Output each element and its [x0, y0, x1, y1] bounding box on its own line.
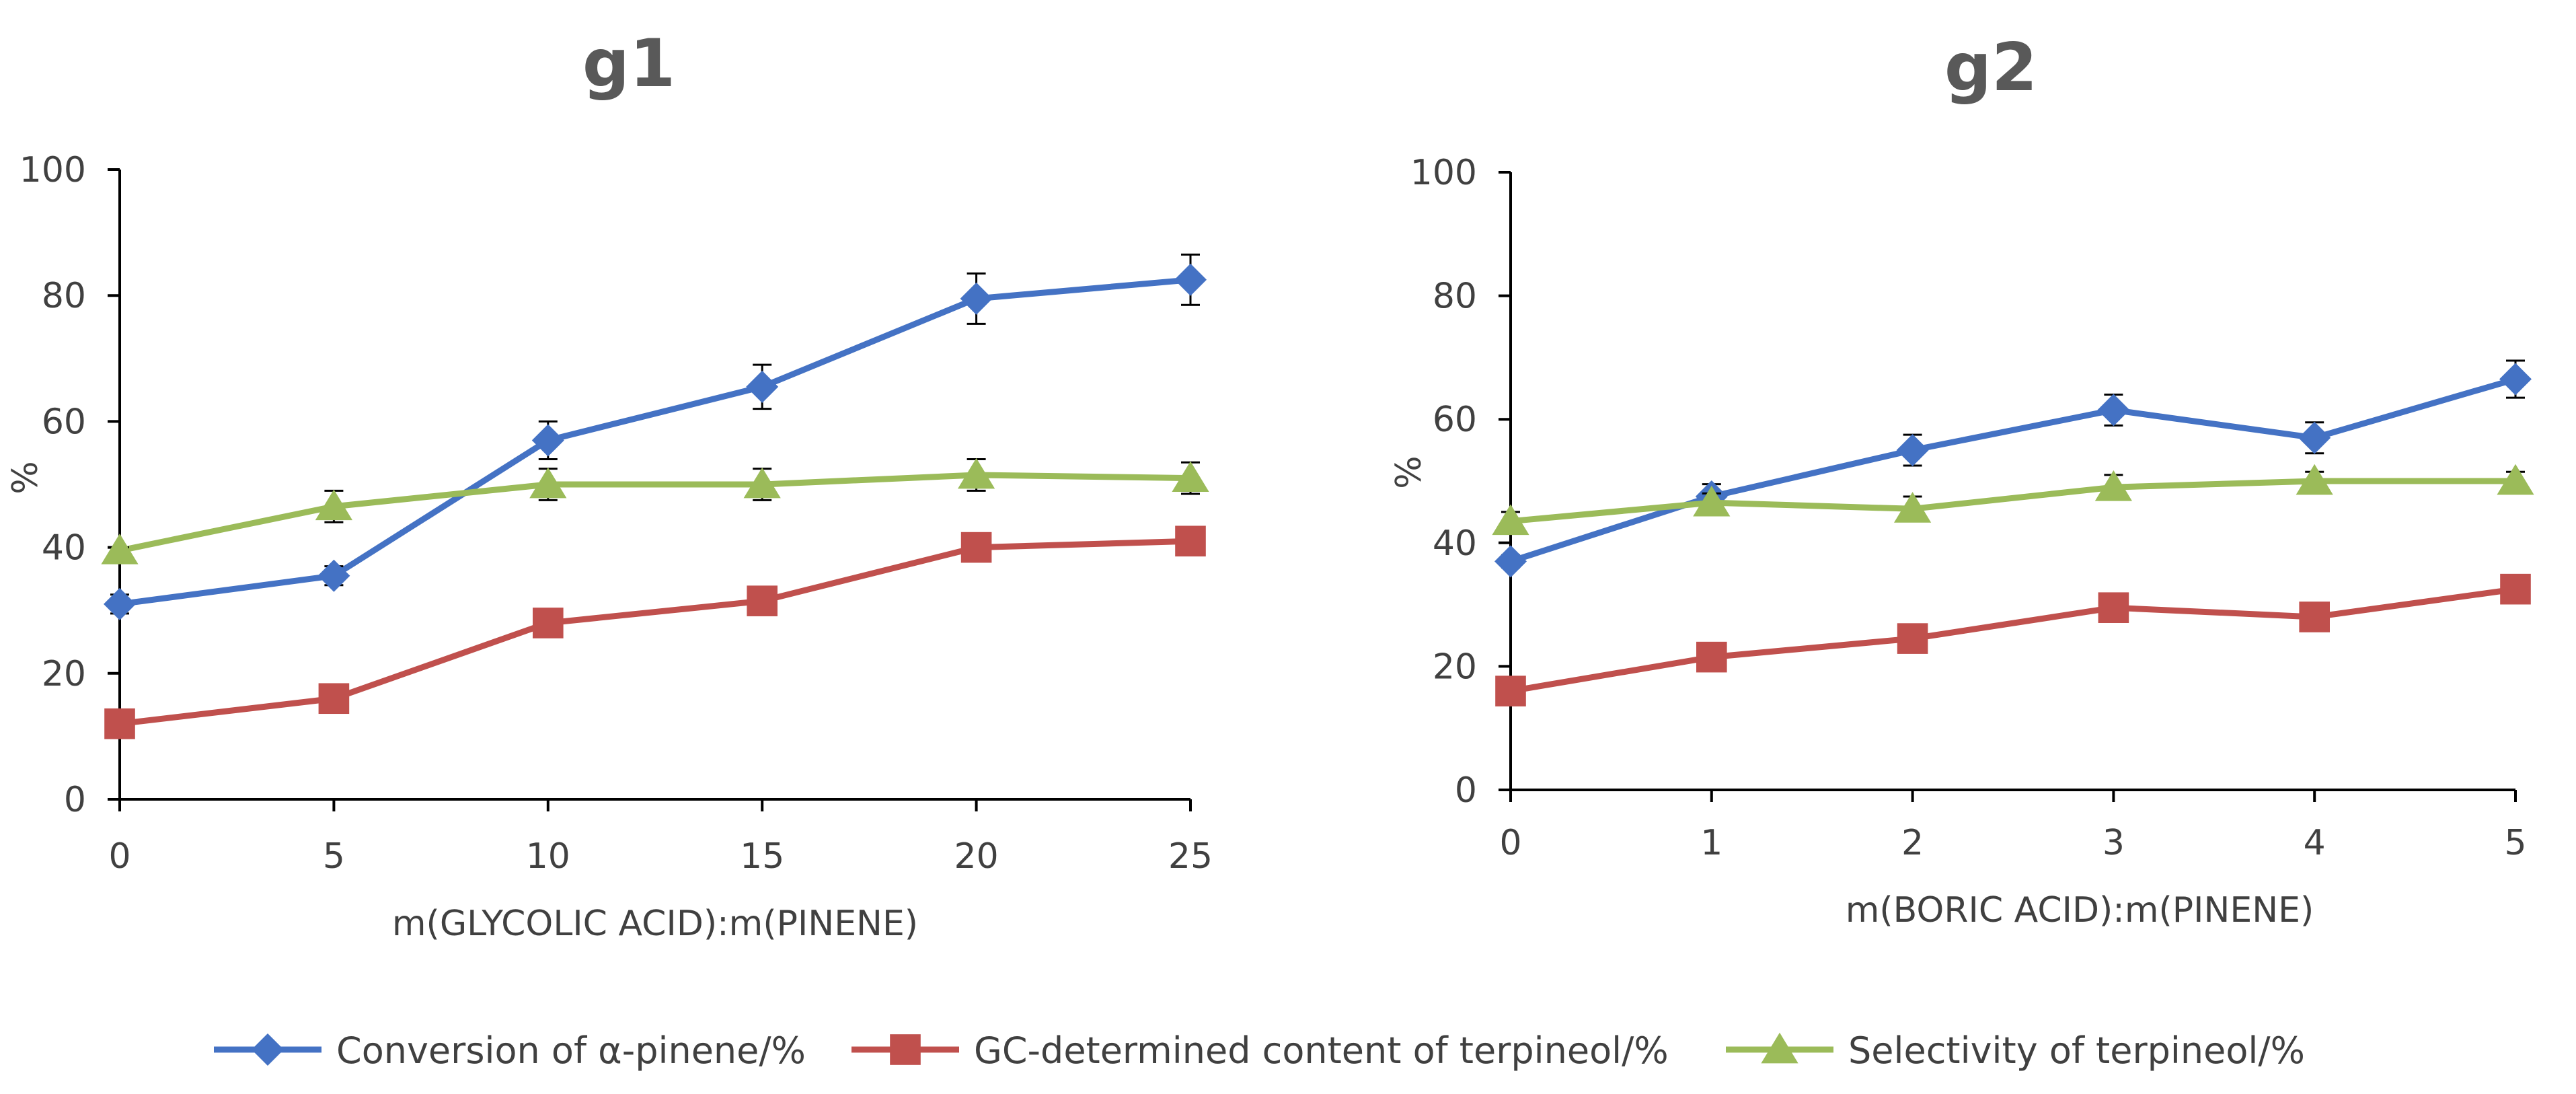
series-2 [104, 525, 1206, 739]
data-point [1894, 492, 1932, 523]
data-point [2497, 464, 2534, 495]
y-tick-label: 100 [20, 150, 86, 190]
data-point [533, 608, 564, 639]
data-point [1175, 525, 1206, 557]
legend-swatch-marker [890, 1034, 921, 1065]
data-point [1495, 676, 1526, 706]
x-tick-label: 25 [1168, 836, 1213, 877]
data-point [318, 683, 350, 715]
data-point [2499, 363, 2532, 396]
data-point [746, 370, 779, 403]
y-tick-label: 100 [1410, 153, 1477, 193]
data-point [317, 559, 350, 592]
chart-title: g1 [582, 26, 675, 102]
data-point [1696, 641, 1727, 673]
series-line [1509, 376, 2517, 564]
data-point [1897, 623, 1928, 654]
y-tick-label: 40 [42, 528, 86, 569]
y-tick-label: 40 [1433, 523, 1477, 564]
legend-label: GC-determined content of terpineol/% [974, 1029, 1669, 1072]
series-line [1510, 478, 2515, 525]
x-tick-label: 5 [323, 836, 345, 877]
x-tick-label: 5 [2504, 823, 2526, 863]
data-point [531, 424, 564, 457]
series-3 [1492, 464, 2534, 536]
y-tick-label: 80 [1433, 277, 1477, 317]
data-point [2500, 573, 2531, 605]
y-tick-label: 60 [1433, 400, 1477, 440]
data-point [1494, 545, 1527, 578]
series-line [119, 538, 1191, 727]
data-point [315, 489, 352, 521]
data-point [1172, 461, 1209, 493]
legend-item: Conversion of α-pinene/% [214, 1029, 806, 1072]
legend-swatch-marker [1761, 1032, 1798, 1064]
data-point [104, 587, 136, 620]
x-tick-label: 2 [1901, 823, 1924, 863]
legend-label: Conversion of α-pinene/% [336, 1029, 806, 1072]
data-point [2094, 470, 2132, 501]
x-axis-title: m(BORIC ACID):m(PINENE) [1846, 890, 2314, 931]
chart-g1: g1 0 20 40 60 80 100 0 5 10 15 20 25 m(GLYCOLIC ACID)… [5, 26, 1213, 944]
series-2 [1495, 573, 2531, 706]
data-point [743, 467, 781, 499]
y-tick-label: 80 [42, 276, 86, 316]
series-3 [101, 458, 1209, 564]
legend: Conversion of α-pinene/% GC-determined co… [214, 1029, 2305, 1072]
x-tick-label: 0 [1499, 823, 1521, 863]
y-axis-title: % [1389, 455, 1429, 488]
data-point [960, 532, 992, 563]
data-point [2296, 464, 2333, 495]
y-tick-label: 20 [1433, 647, 1477, 687]
series-line [119, 277, 1191, 608]
chart-g2: g2 0 20 40 60 80 100 0 1 2 3 4 5 m(BORIC ACID):m(PINE… [1389, 30, 2534, 931]
data-point [1174, 263, 1207, 296]
x-tick-label: 0 [108, 836, 130, 877]
series-line [119, 472, 1191, 554]
legend-item: GC-determined content of terpineol/% [851, 1029, 1669, 1072]
y-tick-label: 60 [42, 402, 86, 442]
data-point [101, 534, 139, 564]
data-point [958, 458, 995, 489]
data-point [104, 708, 135, 739]
data-point [1693, 485, 1731, 517]
data-point [2298, 421, 2331, 454]
data-point [529, 467, 567, 499]
legend-swatch-marker [252, 1033, 284, 1066]
x-tick-label: 20 [954, 836, 999, 877]
series-line [1510, 586, 2516, 694]
x-axis-title: m(GLYCOLIC ACID):m(PINENE) [392, 904, 918, 944]
data-point [2097, 394, 2130, 427]
x-tick-label: 3 [2103, 823, 2125, 863]
x-tick-label: 1 [1700, 823, 1722, 863]
data-point [960, 282, 993, 315]
series-1 [1494, 359, 2532, 578]
data-point [2299, 601, 2330, 632]
y-tick-label: 0 [64, 780, 86, 820]
x-tick-label: 10 [526, 836, 570, 877]
legend-item: Selectivity of terpineol/% [1726, 1029, 2305, 1072]
y-axis-title: % [5, 461, 46, 494]
data-point [747, 585, 778, 616]
y-tick-label: 20 [42, 654, 86, 694]
data-point [1492, 504, 1529, 536]
x-tick-label: 4 [2304, 823, 2326, 863]
x-tick-label: 15 [740, 836, 784, 877]
data-point [1896, 434, 1929, 467]
data-point [2098, 592, 2129, 623]
y-tick-label: 0 [1455, 770, 1477, 811]
legend-label: Selectivity of terpineol/% [1848, 1029, 2305, 1072]
chart-title: g2 [1944, 30, 2037, 106]
series-1 [104, 253, 1207, 620]
